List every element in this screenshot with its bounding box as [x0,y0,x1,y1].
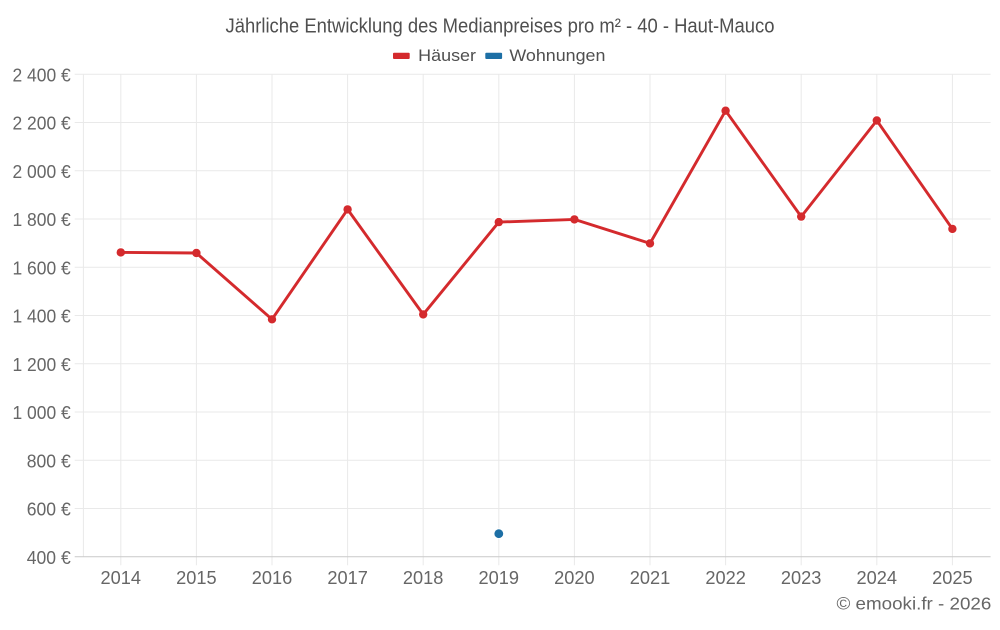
svg-text:2022: 2022 [705,568,746,588]
svg-text:2025: 2025 [932,568,973,588]
svg-text:2018: 2018 [403,568,444,588]
svg-text:2016: 2016 [252,568,293,588]
svg-text:2019: 2019 [479,568,520,588]
svg-text:2020: 2020 [554,568,595,588]
svg-text:2 000 €: 2 000 € [13,162,71,182]
svg-text:2014: 2014 [101,568,142,588]
svg-text:Wohnungen: Wohnungen [509,47,605,65]
svg-text:2 200 €: 2 200 € [13,114,71,134]
svg-text:1 400 €: 1 400 € [13,307,71,327]
svg-text:2021: 2021 [630,568,671,588]
svg-text:Häuser: Häuser [418,47,476,65]
svg-text:2024: 2024 [857,568,898,588]
svg-text:1 000 €: 1 000 € [13,403,71,423]
svg-text:800 €: 800 € [27,451,71,471]
svg-text:2 400 €: 2 400 € [13,65,71,85]
svg-text:Jährliche Entwicklung des Medi: Jährliche Entwicklung des Medianpreises … [226,14,775,37]
svg-text:400 €: 400 € [27,548,71,568]
svg-text:2015: 2015 [176,568,217,588]
svg-text:© emooki.fr - 2026: © emooki.fr - 2026 [837,593,992,613]
svg-text:1 600 €: 1 600 € [13,258,71,278]
svg-text:2017: 2017 [327,568,368,588]
svg-text:2023: 2023 [781,568,822,588]
svg-text:1 800 €: 1 800 € [13,210,71,230]
svg-text:600 €: 600 € [27,500,71,520]
svg-text:1 200 €: 1 200 € [13,355,71,375]
